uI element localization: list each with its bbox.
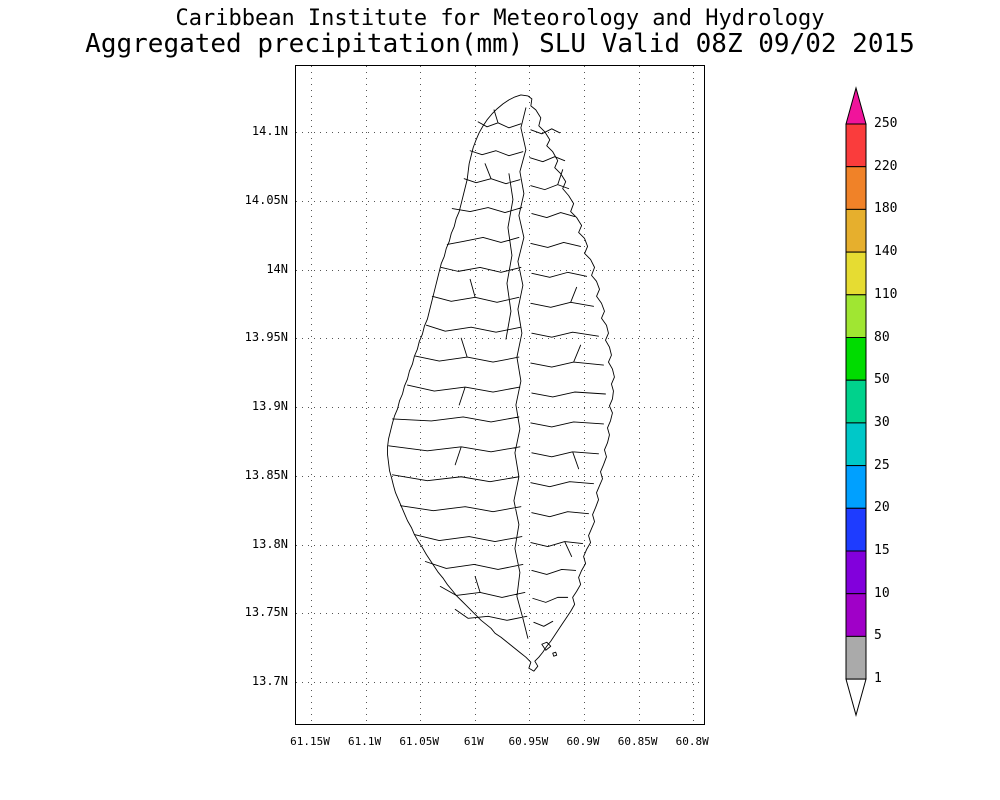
grid-line-horizontal <box>296 544 704 546</box>
colorbar-segment <box>845 635 867 680</box>
colorbar-segment <box>845 422 867 467</box>
colorbar-level-label: 180 <box>874 201 898 217</box>
colorbar-segment <box>845 465 867 509</box>
colorbar-level-label: 220 <box>874 158 898 174</box>
grid-line-vertical <box>420 66 422 724</box>
colorbar-level-label: 25 <box>874 457 890 473</box>
grid-layer <box>296 66 704 724</box>
latitude-tick-label: 13.9N <box>251 399 288 413</box>
grid-line-horizontal <box>296 338 704 340</box>
colorbar-level-label: 5 <box>874 628 882 644</box>
colorbar <box>845 86 867 717</box>
coastline <box>387 94 615 672</box>
colorbar-segment <box>845 166 867 210</box>
latitude-tick-label: 14N <box>266 261 288 276</box>
colorbar-level-label: 50 <box>874 372 890 388</box>
grid-line-horizontal <box>296 269 704 271</box>
longitude-tick-label: 61W <box>463 735 484 748</box>
colorbar-segment <box>845 507 867 552</box>
colorbar-level-label: 1 <box>874 671 882 687</box>
colorbar-arrow-above-max <box>845 86 867 125</box>
colorbar-level-label: 140 <box>874 244 898 260</box>
grid-line-vertical <box>529 66 531 724</box>
latitude-tick-label: 13.95N <box>244 330 288 345</box>
colorbar-level-label: 250 <box>874 116 898 131</box>
map-frame <box>295 65 705 725</box>
colorbar-segment <box>845 337 867 381</box>
colorbar-segment <box>845 208 867 253</box>
latitude-tick-label: 13.7N <box>251 674 288 688</box>
grid-line-horizontal <box>296 613 704 615</box>
org-title: Caribbean Institute for Meteorology and … <box>175 6 825 31</box>
grid-line-vertical <box>638 66 640 724</box>
colorbar-segment <box>845 550 867 595</box>
grid-line-horizontal <box>296 407 704 408</box>
colorbar-level-label: 10 <box>874 585 890 601</box>
longitude-tick-label: 60.85W <box>617 735 658 748</box>
colorbar-level-label: 80 <box>874 329 890 345</box>
colorbar-segment <box>845 123 867 168</box>
grid-line-vertical <box>474 66 476 724</box>
colorbar-segment <box>845 379 867 424</box>
latitude-tick-label: 14.05N <box>244 192 288 207</box>
colorbar-level-label: 15 <box>874 543 890 558</box>
grid-line-horizontal <box>296 682 704 683</box>
longitude-tick-label: 60.95W <box>508 735 549 748</box>
colorbar-level-label: 30 <box>874 414 890 430</box>
colorbar-segment <box>845 294 867 339</box>
colorbar-level-label: 20 <box>874 500 890 516</box>
plot-title: Aggregated precipitation(mm) SLU Valid 0… <box>85 29 915 59</box>
longitude-tick-label: 61.1W <box>348 735 382 748</box>
colorbar-arrow-below-min <box>845 678 867 717</box>
grid-line-vertical <box>584 66 585 724</box>
latitude-tick-label: 13.85N <box>244 467 288 482</box>
grid-line-vertical <box>693 66 695 724</box>
grid-line-horizontal <box>296 475 704 477</box>
longitude-tick-label: 60.9W <box>566 735 600 748</box>
longitude-tick-label: 61.15W <box>290 735 330 748</box>
grid-line-horizontal <box>296 200 704 202</box>
latitude-tick-label: 14.1N <box>251 124 288 138</box>
grid-line-horizontal <box>296 132 704 133</box>
colorbar-segment <box>845 593 867 637</box>
longitude-tick-label: 60.8W <box>675 735 709 748</box>
colorbar-segment <box>845 251 867 296</box>
colorbar-level-label: 110 <box>874 286 898 302</box>
longitude-tick-label: 61.05W <box>399 735 440 748</box>
watershed-boundaries <box>388 107 606 639</box>
latitude-tick-label: 13.75N <box>244 605 288 620</box>
grid-line-vertical <box>365 66 367 724</box>
latitude-tick-label: 13.8N <box>251 536 288 551</box>
saint-lucia-watershed-map <box>387 94 615 672</box>
grid-line-vertical <box>311 66 312 724</box>
offshore-islets <box>541 641 558 657</box>
